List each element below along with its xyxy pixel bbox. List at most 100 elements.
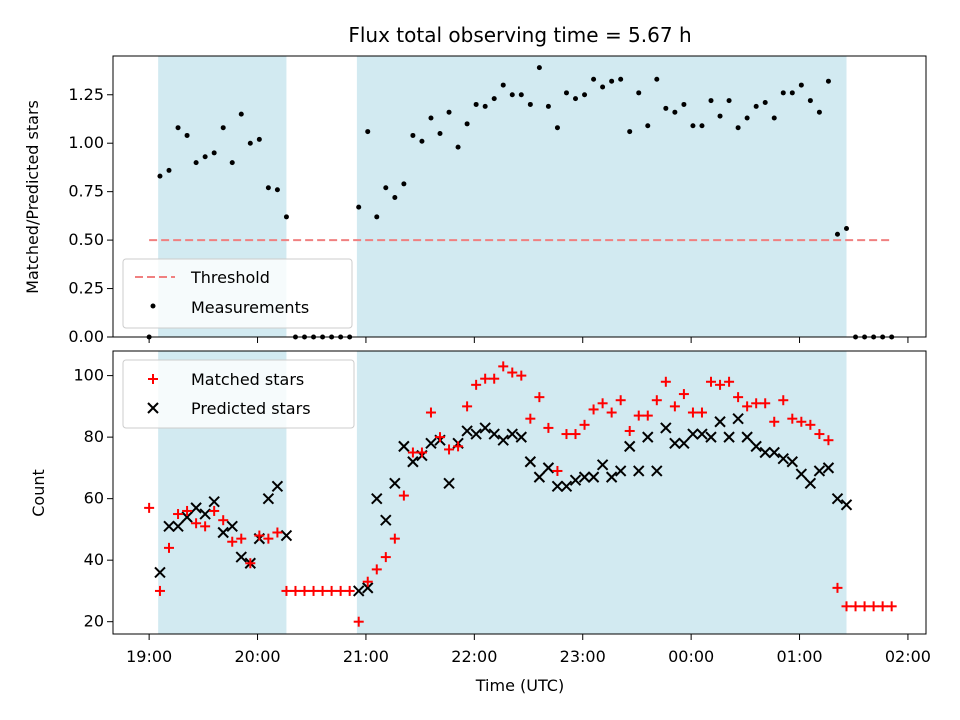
predicted-point xyxy=(506,428,518,440)
predicted-point xyxy=(226,520,238,533)
matched-point xyxy=(597,398,608,409)
measurement-point xyxy=(202,154,208,160)
matched-point xyxy=(678,389,689,400)
measurement-point xyxy=(184,132,190,138)
predicted-point xyxy=(461,425,473,437)
matched-point xyxy=(317,585,328,596)
top-y-axis-label: Matched/Predicted stars xyxy=(23,100,42,294)
measurement-point xyxy=(473,101,479,107)
measurement-point xyxy=(545,103,551,109)
top-shaded-interval xyxy=(356,56,847,337)
predicted-point xyxy=(389,477,401,489)
top-y-axis: 0.00 0.25 0.50 0.75 1.00 1.25 xyxy=(68,85,113,346)
measurement-point xyxy=(527,101,533,107)
legend-predicted-marker xyxy=(147,402,159,414)
matched-point xyxy=(832,582,843,593)
predicted-point xyxy=(768,446,780,459)
matched-point xyxy=(823,435,834,446)
legend-matched-label: Matched stars xyxy=(191,370,304,389)
measurement-point xyxy=(681,101,687,107)
measurement-point xyxy=(672,109,678,115)
top-y-tick-label: 0.50 xyxy=(68,230,104,249)
top-plot-marks xyxy=(146,65,895,340)
measurement-point xyxy=(509,92,515,98)
matched-point xyxy=(200,521,211,532)
matched-point xyxy=(344,585,355,596)
measurement-point xyxy=(383,185,389,191)
matched-point xyxy=(606,407,617,418)
matched-point xyxy=(191,518,202,529)
matched-point xyxy=(380,552,391,563)
measurement-point xyxy=(392,194,398,200)
matched-point xyxy=(859,601,870,612)
predicted-point xyxy=(578,471,591,483)
predicted-point xyxy=(497,434,509,446)
predicted-point xyxy=(380,514,392,526)
matched-point xyxy=(624,425,635,436)
bottom-panel: 20 40 60 80 100 19:00 20:00 21:00 22:00 23:00 00:… xyxy=(29,350,931,695)
matched-point xyxy=(218,515,229,526)
predicted-point xyxy=(199,508,211,520)
matched-point xyxy=(425,407,436,418)
matched-point xyxy=(724,376,735,387)
measurement-point xyxy=(600,84,606,90)
matched-point xyxy=(462,401,473,412)
predicted-point xyxy=(398,440,410,453)
predicted-point xyxy=(190,502,202,514)
matched-point xyxy=(651,395,662,406)
measurement-point xyxy=(518,92,524,98)
matched-point xyxy=(687,407,698,418)
predicted-point xyxy=(633,465,645,477)
predicted-point xyxy=(235,551,247,563)
bottom-axes-frame xyxy=(112,350,927,635)
measurement-point xyxy=(220,125,226,131)
matched-point xyxy=(552,465,563,476)
predicted-point xyxy=(813,465,826,477)
matched-point xyxy=(245,558,256,569)
matched-point xyxy=(480,373,491,384)
x-tick-label: 19:00 xyxy=(126,647,172,666)
predicted-point xyxy=(705,431,717,443)
measurement-point xyxy=(816,109,822,115)
matched-point xyxy=(489,373,500,384)
x-tick-label: 21:00 xyxy=(343,647,389,666)
measurement-point xyxy=(229,160,235,166)
measurement-point xyxy=(726,98,732,104)
predicted-point xyxy=(831,492,844,505)
measurement-point xyxy=(627,129,633,135)
top-panel: 0.00 0.25 0.50 0.75 1.00 1.25 Matched/Predict… xyxy=(23,55,927,346)
predicted-point xyxy=(651,465,663,477)
matched-point xyxy=(362,576,373,587)
legend-threshold-label: Threshold xyxy=(190,268,270,287)
predicted-point xyxy=(687,428,699,440)
matched-point xyxy=(742,401,753,412)
predicted-point xyxy=(443,477,455,489)
x-tick-label: 23:00 xyxy=(560,647,606,666)
matched-point xyxy=(144,502,155,513)
predicted-point xyxy=(759,446,771,459)
predicted-point xyxy=(587,471,600,483)
matched-point xyxy=(290,585,301,596)
bottom-y-tick-label: 60 xyxy=(84,489,104,508)
measurement-point xyxy=(563,90,569,96)
matched-point xyxy=(236,533,247,544)
measurement-point xyxy=(401,181,407,187)
matched-point xyxy=(444,444,455,455)
matched-point xyxy=(398,490,409,501)
predicted-point xyxy=(741,431,753,443)
measurement-point xyxy=(157,173,163,179)
measurement-point xyxy=(735,125,741,131)
measurement-point xyxy=(211,150,217,156)
predicted-point xyxy=(822,462,835,474)
measurement-point xyxy=(446,109,452,115)
predicted-point xyxy=(352,585,365,597)
predicted-point xyxy=(723,431,735,443)
predicted-point xyxy=(840,499,853,511)
measurement-point xyxy=(663,105,669,111)
predicted-point xyxy=(696,428,708,440)
top-y-tick-label: 1.00 xyxy=(68,133,104,152)
matched-point xyxy=(733,392,744,403)
measurement-point xyxy=(645,123,651,129)
matched-point xyxy=(850,601,861,612)
matched-point xyxy=(371,564,382,575)
